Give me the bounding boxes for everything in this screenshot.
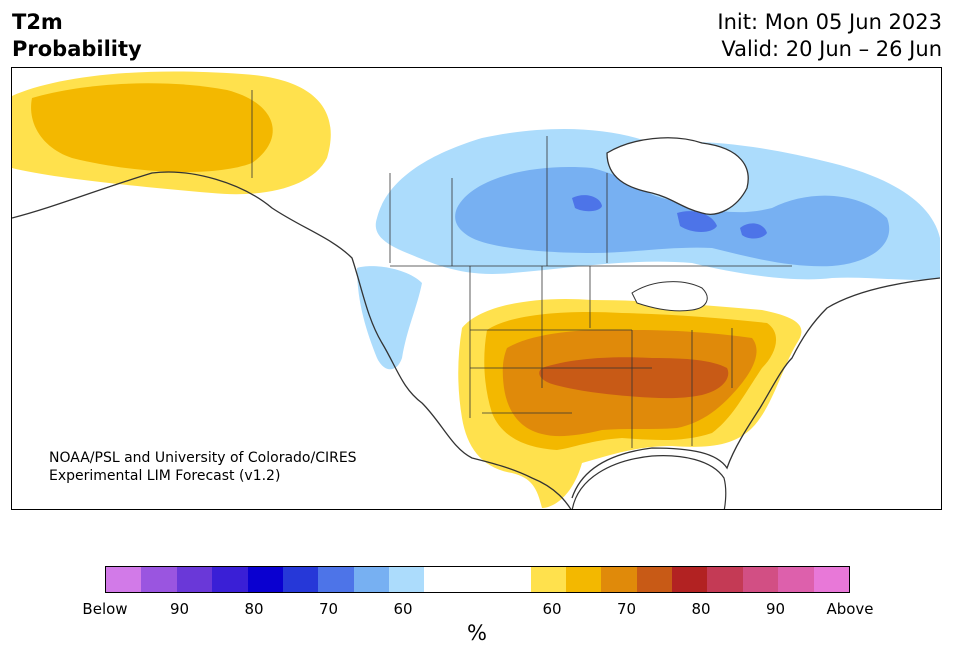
map-panel: NOAA/PSL and University of Colorado/CIRE… <box>11 67 942 510</box>
colorbar-above-segment <box>565 567 602 592</box>
colorbar-below-segment <box>176 567 213 592</box>
warm-70-alaska-region <box>31 83 273 173</box>
colorbar-tick-label: 70 <box>616 600 637 618</box>
colorbar-below-segment <box>247 567 283 592</box>
colorbar-tick-label: 90 <box>765 600 786 618</box>
colorbar-neutral-segment <box>424 567 531 592</box>
init-date: Init: Mon 05 Jun 2023 <box>717 10 942 34</box>
cold-60-west-coast <box>357 266 422 370</box>
colorbar-above-segment <box>601 567 637 592</box>
map-title: T2m Probability <box>12 9 142 63</box>
colorbar-unit: % <box>467 621 487 645</box>
title-variable: T2m <box>12 10 63 34</box>
cold-80-quebec-patch <box>740 223 767 239</box>
colorbar-below-segment <box>141 567 177 592</box>
credit-line-1: NOAA/PSL and University of Colorado/CIRE… <box>49 450 357 466</box>
cold-80-ontario-patch <box>677 211 717 232</box>
hudson-bay <box>606 137 749 215</box>
colorbar-below-segment <box>389 567 425 592</box>
colorbar-above-segment <box>778 567 814 592</box>
colorbar-tick-label: 60 <box>542 600 562 618</box>
warm-90-us-region <box>539 357 729 399</box>
colorbar-above-segment <box>813 567 849 592</box>
colorbar <box>105 566 850 593</box>
gulf-of-mexico <box>571 455 727 509</box>
colorbar-above-segment <box>742 567 779 592</box>
colorbar-tick-label: 80 <box>244 600 264 618</box>
admin-boundaries <box>251 90 792 448</box>
coastline-outline <box>12 171 941 509</box>
colorbar-above-segment <box>707 567 743 592</box>
colorbar-above-segment <box>636 567 673 592</box>
colorbar-below-segment <box>282 567 319 592</box>
colorbar-below-segment <box>353 567 389 592</box>
colorbar-below-segment <box>318 567 354 592</box>
colorbar-tick-label: Above <box>826 600 874 618</box>
colorbar-below-segment <box>212 567 248 592</box>
colorbar-above-segment <box>672 567 708 592</box>
valid-dates: Valid: 20 Jun – 26 Jun <box>721 37 942 61</box>
colorbar-tick-label: 80 <box>691 600 711 618</box>
map-credit: NOAA/PSL and University of Colorado/CIRE… <box>49 449 357 485</box>
colorbar-tick-label: 90 <box>169 600 190 618</box>
cold-70-canada-region <box>455 167 890 267</box>
credit-line-2: Experimental LIM Forecast (v1.2) <box>49 468 281 484</box>
title-quantity: Probability <box>12 37 142 61</box>
colorbar-tick-label: 60 <box>393 600 413 618</box>
colorbar-tick-label: Below <box>82 600 128 618</box>
probability-map <box>12 71 941 509</box>
colorbar-tick-label: 70 <box>318 600 339 618</box>
forecast-dates: Init: Mon 05 Jun 2023 Valid: 20 Jun – 26… <box>717 9 942 63</box>
colorbar-above-segment <box>530 567 566 592</box>
great-lakes <box>631 281 708 312</box>
colorbar-below-segment <box>106 567 142 592</box>
cold-80-manitoba-patch <box>572 195 602 212</box>
